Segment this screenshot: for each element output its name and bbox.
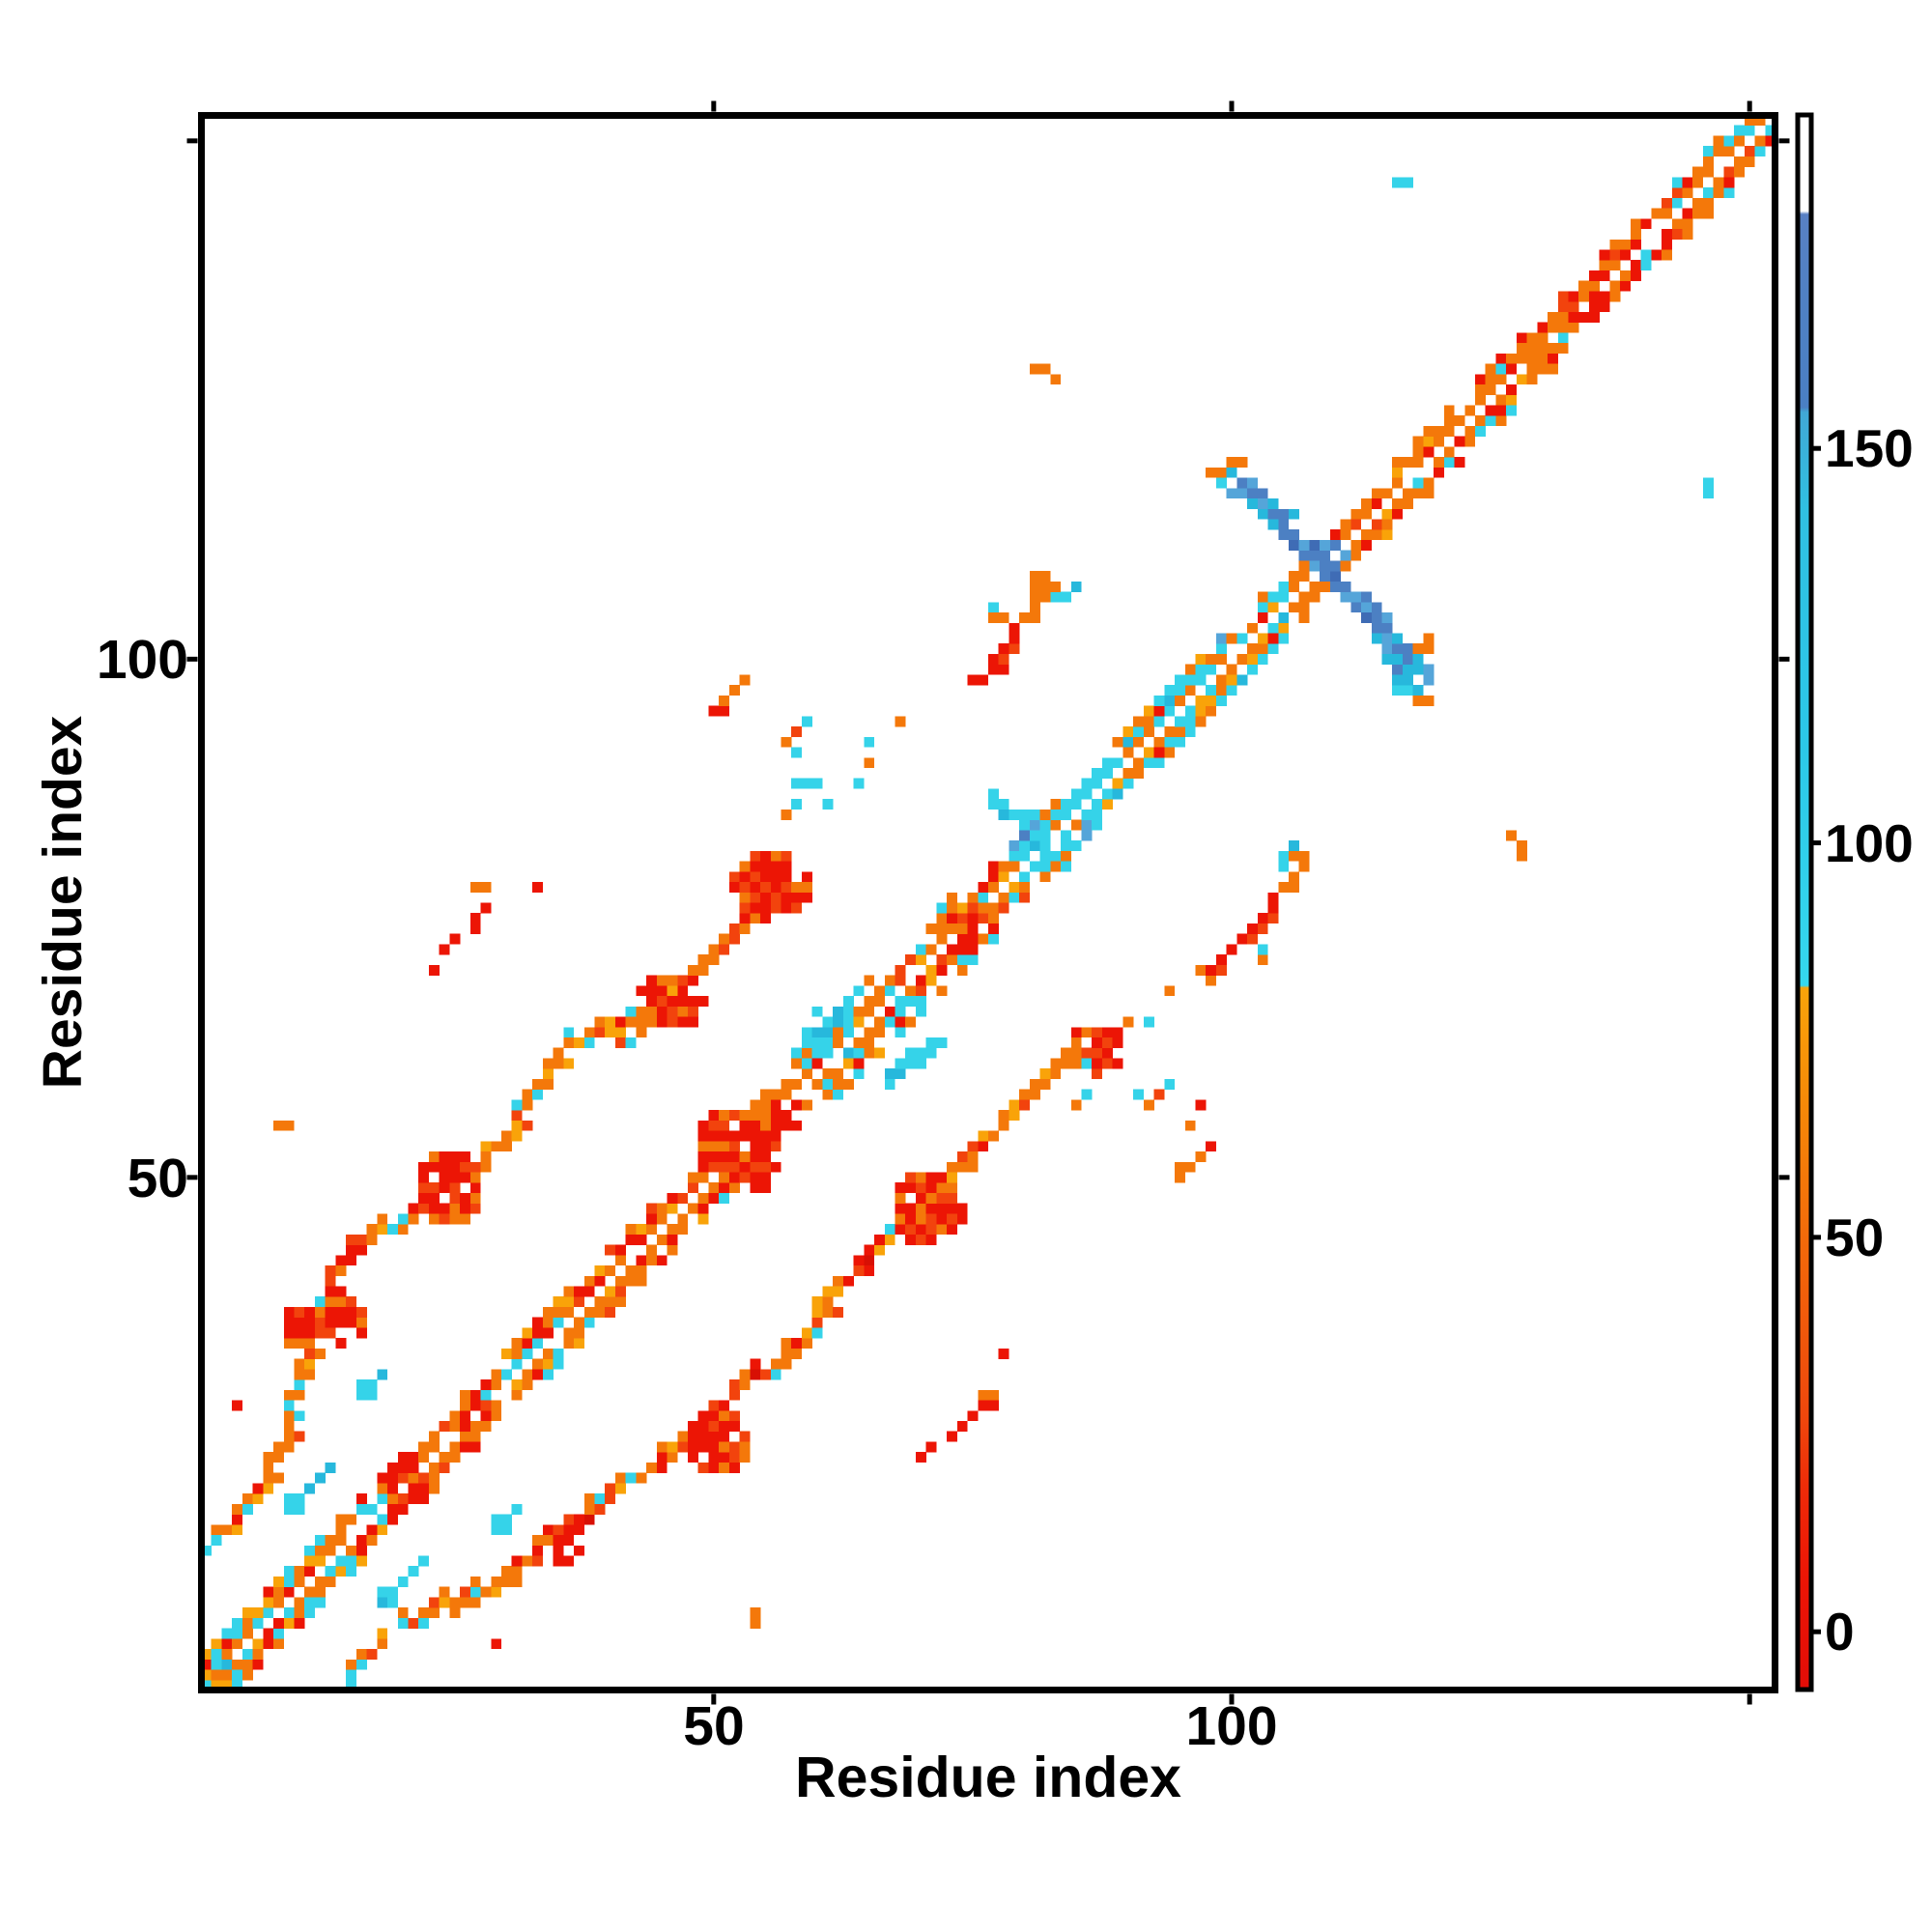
svg-text:100: 100 (97, 629, 188, 691)
svg-text:50: 50 (683, 1695, 744, 1757)
svg-text:150: 150 (1825, 418, 1914, 478)
svg-text:50: 50 (128, 1148, 188, 1209)
svg-text:0: 0 (1825, 1602, 1855, 1662)
svg-text:50: 50 (1825, 1208, 1884, 1267)
svg-text:100: 100 (1825, 813, 1914, 873)
svg-text:Residue index: Residue index (795, 1746, 1181, 1809)
svg-text:100: 100 (1185, 1695, 1277, 1757)
svg-text:Residue index: Residue index (32, 715, 94, 1089)
